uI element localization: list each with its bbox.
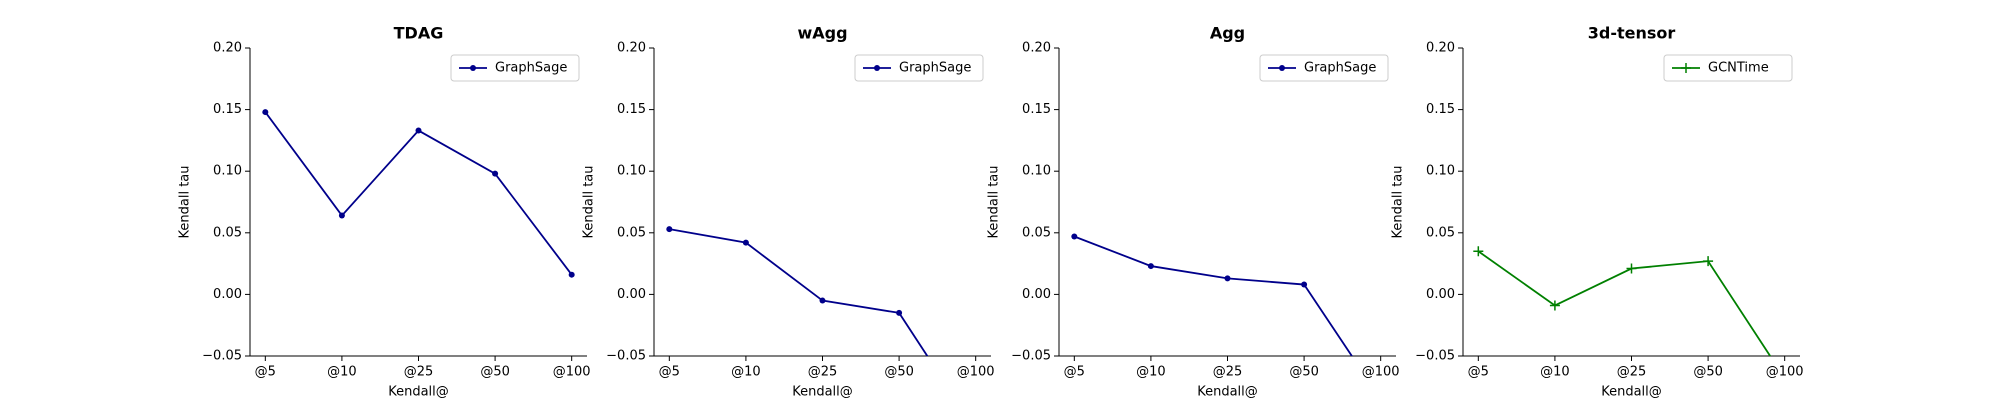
y-tick-label: 0.15 <box>213 102 242 117</box>
plot-area <box>666 226 929 356</box>
marker <box>666 226 673 233</box>
y-tick-label: 0.05 <box>1022 225 1051 240</box>
x-tick-label: @100 <box>1362 365 1400 380</box>
marker <box>1147 263 1154 270</box>
x-tick-label: @100 <box>1766 365 1804 380</box>
y-tick-label: 0.15 <box>1426 102 1455 117</box>
y-tick-label: 0.10 <box>1022 164 1051 179</box>
marker <box>819 297 826 304</box>
legend-marker <box>1279 65 1285 71</box>
legend-box <box>450 54 580 82</box>
marker <box>492 170 499 177</box>
x-tick-label: @25 <box>1213 365 1243 380</box>
y-tick-label: 0.00 <box>617 287 646 302</box>
y-tick-label: −0.05 <box>202 349 242 364</box>
marker <box>1378 396 1384 400</box>
x-tick-label: @25 <box>404 365 434 380</box>
y-tick-label: 0.20 <box>617 41 646 56</box>
legend-label: GraphSage <box>495 61 567 76</box>
marker <box>338 212 345 219</box>
y-tick-label: 0.00 <box>213 287 242 302</box>
y-tick-label: 0.20 <box>213 41 242 56</box>
x-tick-label: @10 <box>1540 365 1570 380</box>
legend-marker <box>1681 63 1691 73</box>
chart-title: 3d-tensor <box>1588 24 1676 43</box>
legend-box <box>1663 54 1793 82</box>
y-tick-label: 0.05 <box>213 225 242 240</box>
marker <box>262 109 269 116</box>
x-tick-label: @5 <box>659 365 680 380</box>
legend-marker <box>874 65 880 71</box>
subplot: 3d-tensor Kendall@ Kendall tau −0.05 0.00 0.0… <box>1391 24 1804 400</box>
x-tick-label: @50 <box>1289 365 1319 380</box>
y-tick-label: 0.00 <box>1426 287 1455 302</box>
y-tick-label: −0.05 <box>1415 349 1455 364</box>
x-tick-label: @10 <box>327 365 357 380</box>
y-tick-label: 0.10 <box>213 164 242 179</box>
x-tick-label: @50 <box>1693 365 1723 380</box>
y-tick-label: −0.05 <box>606 349 646 364</box>
marker <box>1549 300 1560 311</box>
x-tick-label: @100 <box>553 365 591 380</box>
x-tick-label: @25 <box>1617 365 1647 380</box>
x-tick-label: @50 <box>884 365 914 380</box>
chart-title: wAgg <box>797 24 847 43</box>
marker <box>1301 281 1308 288</box>
marker <box>568 271 575 278</box>
chart-title: TDAG <box>394 24 444 43</box>
subplot: Agg Kendall@ Kendall tau −0.05 0.00 0.05 0.10 0… <box>987 24 1400 400</box>
legend-marker <box>470 65 476 71</box>
x-tick-label: @100 <box>957 365 995 380</box>
x-axis-label: Kendall@ <box>1601 385 1662 400</box>
y-tick-label: 0.10 <box>1426 164 1455 179</box>
marker <box>896 309 903 316</box>
y-tick-label: 0.05 <box>617 225 646 240</box>
marker <box>415 127 422 134</box>
plot-area <box>1071 233 1384 400</box>
x-tick-label: @5 <box>255 365 276 380</box>
y-axis-label: Kendall tau <box>582 166 597 239</box>
x-tick-label: @10 <box>1136 365 1166 380</box>
y-tick-label: 0.15 <box>1022 102 1051 117</box>
y-tick-label: 0.10 <box>617 164 646 179</box>
legend-label: GraphSage <box>1304 61 1376 76</box>
marker <box>1703 256 1714 267</box>
x-tick-label: @25 <box>808 365 838 380</box>
y-tick-label: 0.05 <box>1426 225 1455 240</box>
legend-box <box>1259 54 1389 82</box>
y-tick-label: 0.20 <box>1022 41 1051 56</box>
y-tick-label: 0.15 <box>617 102 646 117</box>
x-axis-label: Kendall@ <box>1197 385 1258 400</box>
x-tick-label: @5 <box>1064 365 1085 380</box>
x-axis-label: Kendall@ <box>388 385 449 400</box>
y-axis-label: Kendall tau <box>178 166 193 239</box>
legend-label: GCNTime <box>1708 61 1769 76</box>
plot-area <box>262 109 575 278</box>
marker <box>1224 275 1231 282</box>
marker <box>1473 246 1484 257</box>
subplot: wAgg Kendall@ Kendall tau −0.05 0.00 0.05 0.10… <box>582 24 995 400</box>
x-tick-label: @5 <box>1468 365 1489 380</box>
legend-box <box>854 54 984 82</box>
y-axis-label: Kendall tau <box>1391 166 1406 239</box>
x-axis-label: Kendall@ <box>792 385 853 400</box>
y-axis-label: Kendall tau <box>987 166 1002 239</box>
line <box>264 111 573 276</box>
marker <box>1071 233 1078 240</box>
subplot: TDAG Kendall@ Kendall tau −0.05 0.00 0.05 0.10… <box>178 24 591 400</box>
y-tick-label: 0.00 <box>1022 287 1051 302</box>
marker <box>742 239 749 246</box>
x-tick-label: @50 <box>480 365 510 380</box>
chart-title: Agg <box>1210 24 1245 43</box>
y-tick-label: −0.05 <box>1011 349 1051 364</box>
marker <box>1626 263 1637 274</box>
y-tick-label: 0.20 <box>1426 41 1455 56</box>
plot-area <box>1473 246 1772 356</box>
x-tick-label: @10 <box>731 365 761 380</box>
legend-label: GraphSage <box>899 61 971 76</box>
